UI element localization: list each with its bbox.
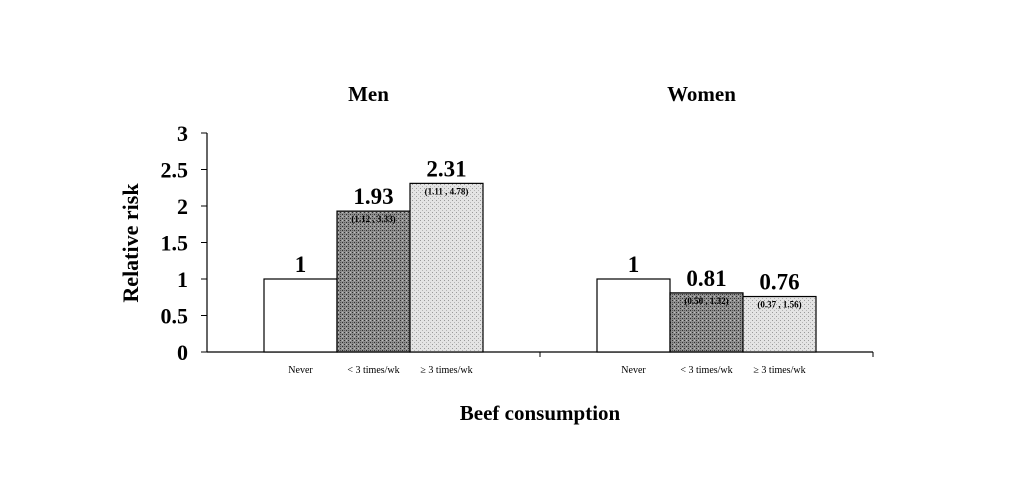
bar-value-label: 1.93 bbox=[353, 184, 393, 209]
y-tick-label: 3 bbox=[177, 121, 188, 146]
bar bbox=[263, 278, 338, 353]
group-title: Women bbox=[667, 82, 736, 106]
bar-ci-label: (1.11 , 4.78) bbox=[425, 186, 469, 196]
bar-value-label: 0.76 bbox=[759, 270, 799, 295]
bar-ci-label: (0.50 , 1.32) bbox=[684, 296, 728, 306]
bar-ci-label: (0.37 , 1.56) bbox=[757, 300, 801, 310]
group-title: Men bbox=[348, 82, 389, 106]
x-tick-label: < 3 times/wk bbox=[680, 365, 732, 376]
x-tick-label: ≥ 3 times/wk bbox=[420, 365, 472, 376]
bar bbox=[336, 210, 411, 353]
x-tick-label: < 3 times/wk bbox=[347, 365, 399, 376]
bar-value-label: 1 bbox=[295, 252, 307, 277]
bar-value-label: 0.81 bbox=[686, 266, 726, 291]
y-tick-label: 1.5 bbox=[161, 231, 189, 256]
y-tick-label: 0.5 bbox=[161, 304, 189, 329]
x-tick-label: Never bbox=[621, 365, 646, 376]
x-axis-label: Beef consumption bbox=[460, 401, 621, 425]
bar bbox=[742, 295, 817, 353]
x-tick-label: ≥ 3 times/wk bbox=[753, 365, 805, 376]
y-tick-label: 2.5 bbox=[161, 158, 189, 183]
bar-ci-label: (1.12 , 3.33) bbox=[351, 214, 395, 224]
bar-value-label: 2.31 bbox=[426, 156, 466, 181]
y-tick-label: 1 bbox=[177, 267, 188, 292]
bar-value-label: 1 bbox=[628, 252, 640, 277]
y-axis-label: Relative risk bbox=[118, 183, 143, 303]
y-tick-label: 0 bbox=[177, 340, 188, 365]
bar bbox=[596, 278, 671, 353]
x-tick-label: Never bbox=[288, 365, 313, 376]
y-tick-label: 2 bbox=[177, 194, 188, 219]
bar bbox=[409, 182, 484, 353]
bar bbox=[669, 292, 744, 353]
